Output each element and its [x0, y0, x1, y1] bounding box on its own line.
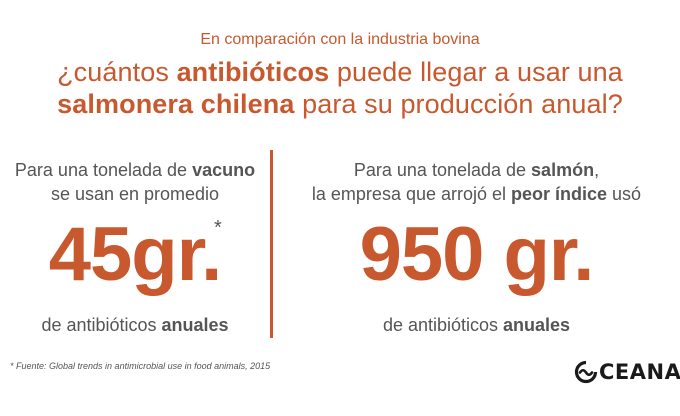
- right-desc-comma: ,: [594, 160, 600, 180]
- right-desc-highlight: peor índice: [511, 184, 608, 204]
- right-big-value: 950 gr.: [359, 212, 595, 297]
- oceana-logo: CEANA: [574, 358, 680, 386]
- title-text: puede llegar a usar una: [329, 57, 623, 87]
- left-desc-text: Para una tonelada de: [14, 160, 193, 180]
- subtitle: En comparación con la industria bovina: [200, 31, 480, 48]
- right-desc-highlight: salmón: [531, 160, 595, 180]
- right-desc-text: la empresa que arrojó el: [311, 184, 512, 204]
- left-description-line-1: Para una tonelada de vacuno: [0, 158, 270, 182]
- right-desc-text: Para una tonelada de: [353, 160, 532, 180]
- logo-text: CEANA: [599, 360, 680, 384]
- source-footnote: * Fuente: Global trends in antimicrobial…: [10, 361, 271, 371]
- column-divider: [270, 150, 273, 338]
- left-description-line-2: se usan en promedio: [50, 184, 220, 204]
- right-description-line-1: Para una tonelada de salmón,: [273, 158, 680, 182]
- title-line-1: ¿cuántos antibióticos puede llegar a usa…: [0, 56, 680, 88]
- title-highlight-antibioticos: antibióticos: [176, 57, 330, 87]
- left-big-value: 45gr.: [48, 212, 222, 297]
- right-bottom-plain: de antibióticos: [382, 315, 504, 335]
- footnote-asterisk: *: [214, 217, 222, 239]
- title-text: ¿cuántos: [57, 57, 177, 87]
- title-text: para su producción anual?: [294, 89, 623, 119]
- left-bottom-plain: de antibióticos: [41, 315, 162, 335]
- right-desc-text: usó: [607, 184, 642, 204]
- left-desc-highlight: vacuno: [192, 160, 256, 180]
- right-bottom-bold: anuales: [503, 315, 571, 335]
- right-description-line-2: la empresa que arrojó el peor índice usó: [273, 182, 680, 206]
- title-line-2: salmonera chilena para su producción anu…: [0, 88, 680, 120]
- title-highlight-salmonera: salmonera chilena: [57, 89, 295, 119]
- oceana-wave-o-icon: [574, 360, 598, 384]
- right-bottom-text: de antibióticos anuales: [273, 313, 680, 337]
- left-bottom-bold: anuales: [161, 315, 229, 335]
- left-bottom-text: de antibióticos anuales: [0, 313, 270, 337]
